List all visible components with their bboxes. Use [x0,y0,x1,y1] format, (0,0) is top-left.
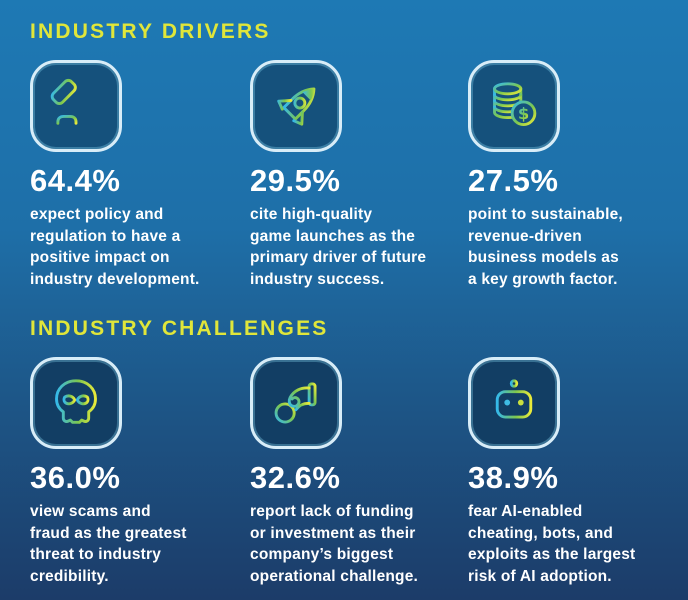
gavel-icon [50,78,88,127]
skull-icon [55,379,97,424]
stat-description: report lack of funding or investment as … [250,503,419,585]
hand-coin-icon [274,382,317,424]
icon-tile [30,357,122,449]
stats-row: 64.4% expect policy and regulation to ha… [30,60,688,290]
stat-percentage: 36.0% [30,460,121,495]
stats-row: 36.0% view scams and fraud as the greate… [30,357,688,587]
icon-tile [250,60,342,152]
coins-dollar-icon: $ [493,82,537,127]
infographic: INDUSTRY DRIVERS 64 [30,20,688,587]
icon-tile: $ [468,60,560,152]
section-title: INDUSTRY DRIVERS [30,20,271,43]
rocket-icon [277,87,316,126]
stat-percentage: 27.5% [468,163,559,198]
stat-percentage: 64.4% [30,163,121,198]
icon-tile [250,357,342,449]
stat-description: expect policy and regulation to have a p… [30,206,200,288]
stat-description: view scams and fraud as the greatest thr… [30,503,187,585]
stat-percentage: 29.5% [250,163,341,198]
stat-percentage: 38.9% [468,460,559,495]
stat-item: 32.6% report lack of funding or investme… [250,357,468,587]
section-industry-drivers: INDUSTRY DRIVERS 64 [30,20,688,290]
stat-description: fear AI-enabled cheating, bots, and expl… [468,503,636,585]
robot-icon [495,379,533,425]
stat-description: point to sustainable, revenue-driven bus… [468,206,623,288]
stat-item: 29.5% cite high-quality game launches as… [250,60,468,290]
stat-percentage: 32.6% [250,460,341,495]
stat-item: $ 27.5% point to sustainable, revenue-dr… [468,60,688,290]
section-industry-challenges: INDUSTRY CHALLENGES 36. [30,317,688,587]
icon-tile [30,60,122,152]
stat-description: cite high-quality game launches as the p… [250,206,427,288]
icon-tile [468,357,560,449]
section-title: INDUSTRY CHALLENGES [30,317,329,340]
svg-text:$: $ [518,104,529,123]
stat-item: 36.0% view scams and fraud as the greate… [30,357,250,587]
stat-item: 38.9% fear AI-enabled cheating, bots, an… [468,357,688,587]
stat-item: 64.4% expect policy and regulation to ha… [30,60,250,290]
